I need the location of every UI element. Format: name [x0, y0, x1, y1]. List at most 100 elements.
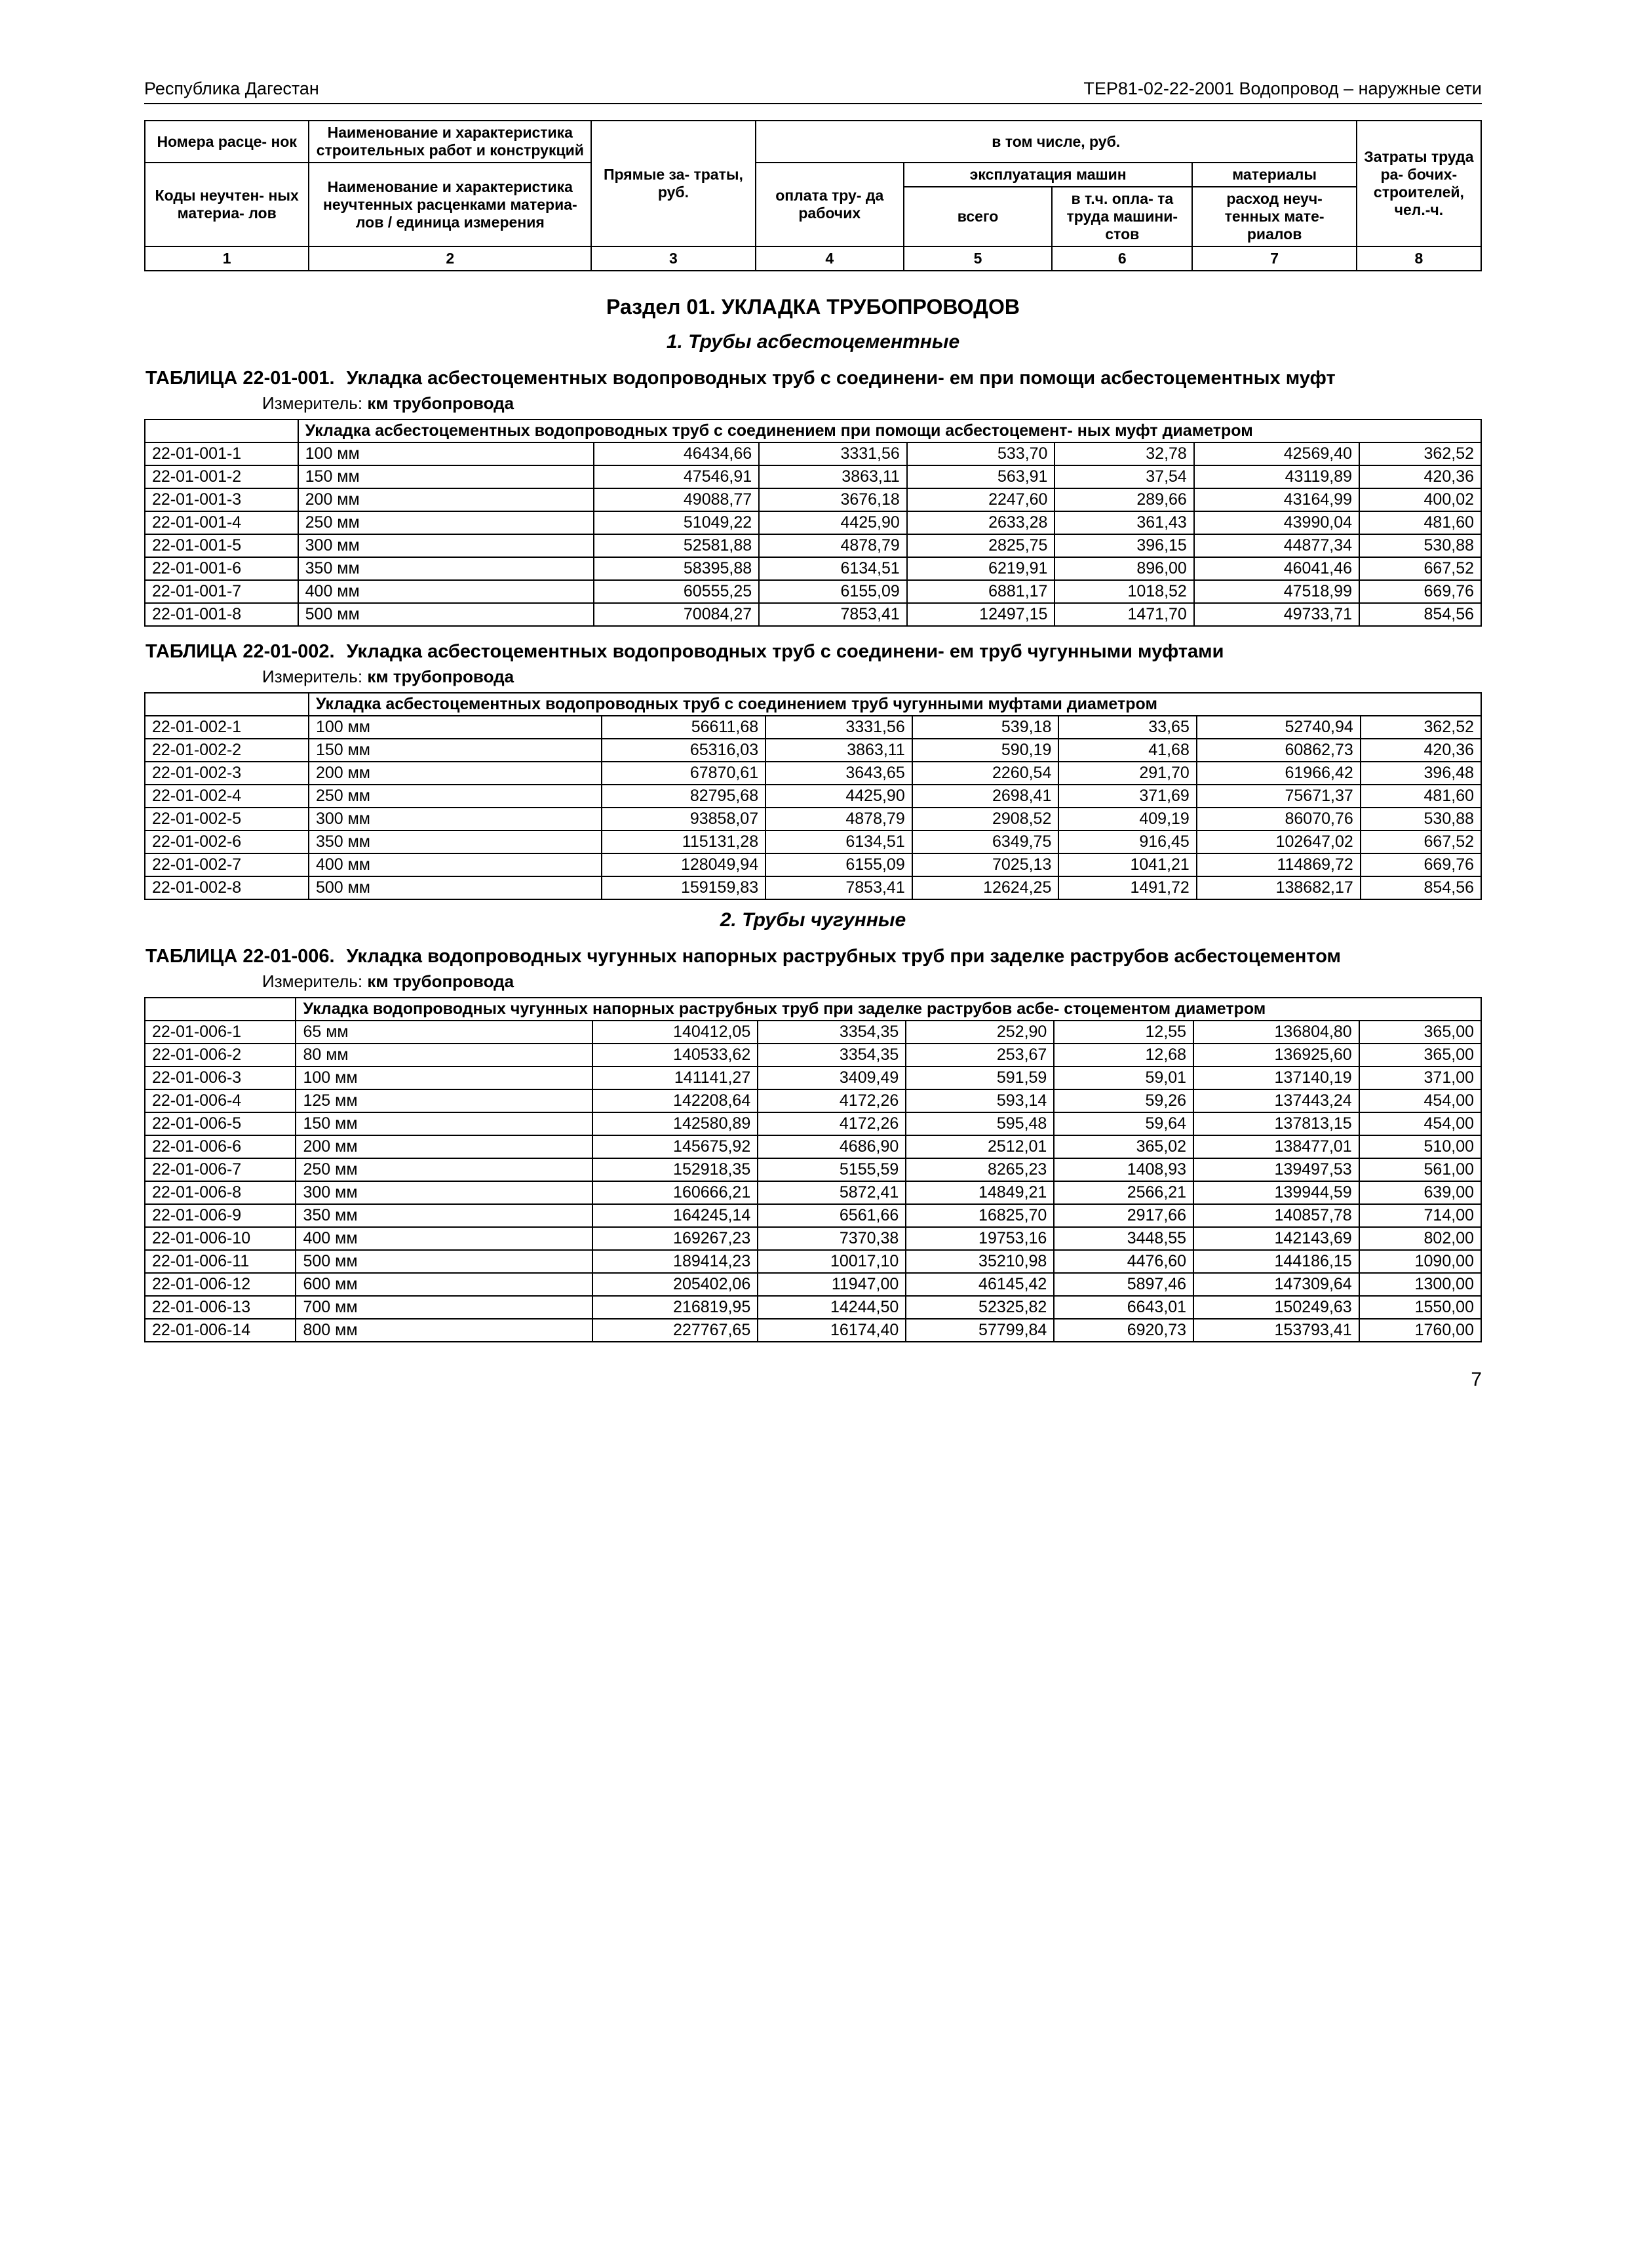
- table-cell: 114869,72: [1197, 853, 1361, 876]
- table-row: 22-01-006-6200 мм145675,924686,902512,01…: [145, 1135, 1481, 1158]
- table-cell: 22-01-006-4: [145, 1089, 296, 1112]
- hdr-num: 1: [145, 246, 309, 271]
- table-cell: 1041,21: [1058, 853, 1196, 876]
- table-cell: 70084,27: [594, 603, 759, 626]
- section-title: Раздел 01. УКЛАДКА ТРУБОПРОВОДОВ: [144, 295, 1482, 319]
- table-row: 22-01-006-5150 мм142580,894172,26595,485…: [145, 1112, 1481, 1135]
- table-cell: 200 мм: [298, 488, 594, 511]
- table-cell: 6219,91: [907, 557, 1055, 580]
- table-cell: 854,56: [1361, 876, 1481, 899]
- table-cell: 46041,46: [1194, 557, 1359, 580]
- table-cell: 250 мм: [296, 1158, 592, 1181]
- table-row: 22-01-002-1100 мм56611,683331,56539,1833…: [145, 716, 1481, 739]
- table-cell: 16825,70: [906, 1204, 1054, 1227]
- hdr-col4: оплата тру- да рабочих: [756, 163, 904, 246]
- table-cell: 6155,09: [759, 580, 907, 603]
- table-1-caption: ТАБЛИЦА 22-01-001. Укладка асбестоцемент…: [144, 368, 1482, 389]
- hdr-group2: эксплуатация машин: [904, 163, 1193, 187]
- table-cell: 138682,17: [1197, 876, 1361, 899]
- table-cell: 46434,66: [594, 442, 759, 465]
- table-row: 22-01-006-13700 мм216819,9514244,5052325…: [145, 1296, 1481, 1319]
- table-cell: 150 мм: [309, 739, 602, 762]
- table-cell: 400 мм: [296, 1227, 592, 1250]
- table-cell: 1300,00: [1359, 1273, 1481, 1296]
- table-cell: 667,52: [1361, 831, 1481, 853]
- table-2-caption: ТАБЛИЦА 22-01-002. Укладка асбестоцемент…: [144, 641, 1482, 663]
- table-cell: 136925,60: [1193, 1044, 1359, 1066]
- table-cell: 60862,73: [1197, 739, 1361, 762]
- table-cell: 11947,00: [758, 1273, 906, 1296]
- table-cell: 47518,99: [1194, 580, 1359, 603]
- table-cell: 14849,21: [906, 1181, 1054, 1204]
- table-cell: 250 мм: [309, 785, 602, 808]
- header-right: ТЕР81-02-22-2001 Водопровод – наружные с…: [1083, 79, 1482, 99]
- hdr-col2a: Наименование и характеристика строительн…: [309, 121, 591, 163]
- table-cell: 32,78: [1055, 442, 1193, 465]
- table-cell: 147309,64: [1193, 1273, 1359, 1296]
- table-3-label: ТАБЛИЦА 22-01-006.: [145, 946, 347, 968]
- table-cell: 59,01: [1054, 1066, 1193, 1089]
- table-cell: 145675,92: [592, 1135, 758, 1158]
- table-cell: 58395,88: [594, 557, 759, 580]
- table-cell: 22-01-002-1: [145, 716, 309, 739]
- table-cell: 3448,55: [1054, 1227, 1193, 1250]
- table-cell: 5897,46: [1054, 1273, 1193, 1296]
- table-cell: 22-01-002-7: [145, 853, 309, 876]
- table-cell: 22-01-006-1: [145, 1021, 296, 1044]
- table-cell: 164245,14: [592, 1204, 758, 1227]
- table-cell: 41,68: [1058, 739, 1196, 762]
- table-cell: 400,02: [1359, 488, 1481, 511]
- table-row: 22-01-006-14800 мм227767,6516174,4057799…: [145, 1319, 1481, 1342]
- table-cell: 530,88: [1361, 808, 1481, 831]
- table-cell: 2512,01: [906, 1135, 1054, 1158]
- table-cell: 22-01-006-9: [145, 1204, 296, 1227]
- hdr-num: 4: [756, 246, 904, 271]
- table-cell: 350 мм: [298, 557, 594, 580]
- table-cell: 150249,63: [1193, 1296, 1359, 1319]
- table-cell: 3331,56: [765, 716, 912, 739]
- table-cell: 563,91: [907, 465, 1055, 488]
- table-cell: 2825,75: [907, 534, 1055, 557]
- table-cell: 6349,75: [912, 831, 1059, 853]
- table-cell: 420,36: [1359, 465, 1481, 488]
- table-3-body: Укладка водопроводных чугунных напорных …: [145, 998, 1481, 1342]
- table-row: 22-01-001-1100 мм46434,663331,56533,7032…: [145, 442, 1481, 465]
- table-row: 22-01-006-7250 мм152918,355155,598265,23…: [145, 1158, 1481, 1181]
- table-cell: 22-01-006-14: [145, 1319, 296, 1342]
- table-cell: [145, 420, 298, 442]
- table-cell: 409,19: [1058, 808, 1196, 831]
- table-cell: 4425,90: [759, 511, 907, 534]
- table-cell: 46145,42: [906, 1273, 1054, 1296]
- hdr-col3: Прямые за- траты, руб.: [591, 121, 755, 246]
- table-cell: 5155,59: [758, 1158, 906, 1181]
- table-cell: 4172,26: [758, 1089, 906, 1112]
- table-cell: 454,00: [1359, 1112, 1481, 1135]
- measure-value: км трубопровода: [367, 667, 514, 686]
- table-cell: 115131,28: [602, 831, 765, 853]
- table-cell: 510,00: [1359, 1135, 1481, 1158]
- table-row: 22-01-002-8500 мм159159,837853,4112624,2…: [145, 876, 1481, 899]
- table-cell: 59,26: [1054, 1089, 1193, 1112]
- table-cell: 102647,02: [1197, 831, 1361, 853]
- table-cell: 200 мм: [296, 1135, 592, 1158]
- table-row: 22-01-001-2150 мм47546,913863,11563,9137…: [145, 465, 1481, 488]
- table-cell: 500 мм: [298, 603, 594, 626]
- table-cell: 67870,61: [602, 762, 765, 785]
- table-cell: 4686,90: [758, 1135, 906, 1158]
- page-header: Республика Дагестан ТЕР81-02-22-2001 Вод…: [144, 79, 1482, 104]
- table-cell: 136804,80: [1193, 1021, 1359, 1044]
- table-cell: 22-01-006-2: [145, 1044, 296, 1066]
- table-2-label: ТАБЛИЦА 22-01-002.: [145, 641, 347, 663]
- table-cell: 65316,03: [602, 739, 765, 762]
- table-cell: 600 мм: [296, 1273, 592, 1296]
- table-cell: 7025,13: [912, 853, 1059, 876]
- table-cell: 86070,76: [1197, 808, 1361, 831]
- table-cell: 138477,01: [1193, 1135, 1359, 1158]
- table-cell: 141141,27: [592, 1066, 758, 1089]
- hdr-num: 6: [1052, 246, 1192, 271]
- table-row: 22-01-001-6350 мм58395,886134,516219,918…: [145, 557, 1481, 580]
- table-1-body: Укладка асбестоцементных водопроводных т…: [145, 420, 1481, 626]
- table-cell: 667,52: [1359, 557, 1481, 580]
- table-cell: 75671,37: [1197, 785, 1361, 808]
- table-cell: 22-01-001-3: [145, 488, 298, 511]
